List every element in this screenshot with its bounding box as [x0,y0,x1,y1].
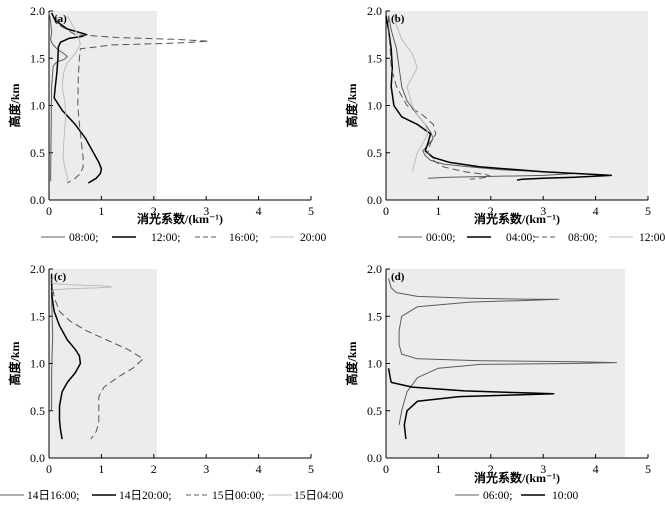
series-line [388,15,492,180]
plot-background [386,11,648,200]
x-tick-label: 5 [308,462,314,476]
y-tick-label: 1.5 [367,309,382,323]
y-axis-label: 高度/km [7,341,22,385]
y-tick-label: 1.0 [30,357,45,371]
series-line [51,282,113,293]
panel-d: 0 1 2 3 4 5 0.0 0.5 1.0 1.5 2.0 消光系数/(km⁻¹) 高度/km (d)… [344,262,651,502]
y-tick-label: 2.0 [367,262,382,276]
series-line [387,368,555,440]
panel-label: (d) [391,271,405,283]
legend-label: 06:00; [483,490,512,502]
x-tick-label: 3 [540,462,546,476]
legend-label: 08:00; [568,232,597,244]
legend-label: 10:00 [552,490,578,502]
x-axis-label: 消光系数/(km⁻¹) [137,211,223,226]
y-tick-label: 0.0 [30,451,45,465]
legend-label: 14日16:00; [27,490,79,502]
x-tick-label: 2 [488,462,494,476]
series-line [51,273,54,411]
panel-label: (c) [54,271,67,283]
series-line [51,278,144,440]
legend-label: 00:00; [426,232,455,244]
y-tick-label: 0.5 [30,146,45,160]
x-axis-label: 消光系数/(km⁻¹) [474,211,560,226]
x-tick-label: 0 [46,462,52,476]
x-tick-label: 2 [151,204,157,218]
series-line [50,12,103,184]
y-tick-label: 1.0 [367,357,382,371]
x-tick-label: 5 [645,462,651,476]
series-line [61,15,81,182]
plot-background [49,269,157,458]
y-tick-label: 2.0 [367,4,382,18]
series-line [54,15,210,184]
x-tick-label: 5 [645,204,651,218]
series-line [388,278,618,425]
y-tick-label: 1.5 [367,51,382,65]
x-tick-label: 4 [256,462,262,476]
y-axis-label: 高度/km [344,341,359,385]
legend-label: 15日00:00; [212,490,264,502]
x-tick-label: 2 [488,204,494,218]
panel-label: (b) [391,13,405,25]
x-tick-label: 2 [151,462,157,476]
plot-background [49,11,157,200]
series-line [385,15,613,181]
y-tick-label: 1.5 [30,309,45,323]
x-tick-label: 4 [593,462,599,476]
y-tick-label: 0.5 [30,404,45,418]
panel-c: 0 1 2 3 4 5 0.0 0.5 1.0 1.5 2.0 高度/km (c) 14日16:00; 14… [0,262,343,502]
panel-label: (a) [54,13,67,25]
x-tick-label: 1 [435,204,441,218]
x-tick-label: 0 [383,204,389,218]
legend-label: 12:00; [151,232,180,244]
y-tick-label: 2.0 [30,262,45,276]
x-tick-label: 3 [540,204,546,218]
x-tick-label: 4 [256,204,262,218]
series-line [393,15,429,172]
x-tick-label: 0 [383,462,389,476]
y-axis-label: 高度/km [7,83,22,127]
legend-label: 20:00 [300,232,326,244]
panel-b: 0 1 2 3 4 5 0.0 0.5 1.0 1.5 2.0 消光系数/(km⁻¹) 高度/km (b)… [344,4,665,244]
series-line [48,12,68,182]
legend-label: 04:00; [506,232,535,244]
y-tick-label: 0.5 [367,146,382,160]
y-tick-label: 1.0 [367,99,382,113]
x-axis-label: 消光系数/(km⁻¹) [474,470,560,485]
legend-label: 15日04:00 [294,490,343,502]
series-line [50,273,82,440]
y-tick-label: 2.0 [30,4,45,18]
legend-label: 14日20:00; [119,490,171,502]
y-tick-label: 1.0 [30,99,45,113]
legend-label: 12:00 [639,232,665,244]
legend-label: 16:00; [229,232,258,244]
y-tick-label: 0.0 [367,451,382,465]
x-tick-label: 1 [435,462,441,476]
x-tick-label: 1 [98,462,104,476]
y-axis-label: 高度/km [344,83,359,127]
x-tick-label: 1 [98,204,104,218]
legend-label: 08:00; [69,232,98,244]
panel-a: 0 1 2 3 4 5 0.0 0.5 1.0 1.5 2.0 消光系数/(km⁻¹) 高度/km (a)… [7,4,326,244]
y-tick-label: 0.0 [367,193,382,207]
series-line [388,15,576,179]
x-tick-label: 5 [308,204,314,218]
y-tick-label: 1.5 [30,51,45,65]
x-tick-label: 3 [203,204,209,218]
y-tick-label: 0.0 [30,193,45,207]
x-tick-label: 3 [203,462,209,476]
x-tick-label: 4 [593,204,599,218]
x-tick-label: 0 [46,204,52,218]
y-tick-label: 0.5 [367,404,382,418]
